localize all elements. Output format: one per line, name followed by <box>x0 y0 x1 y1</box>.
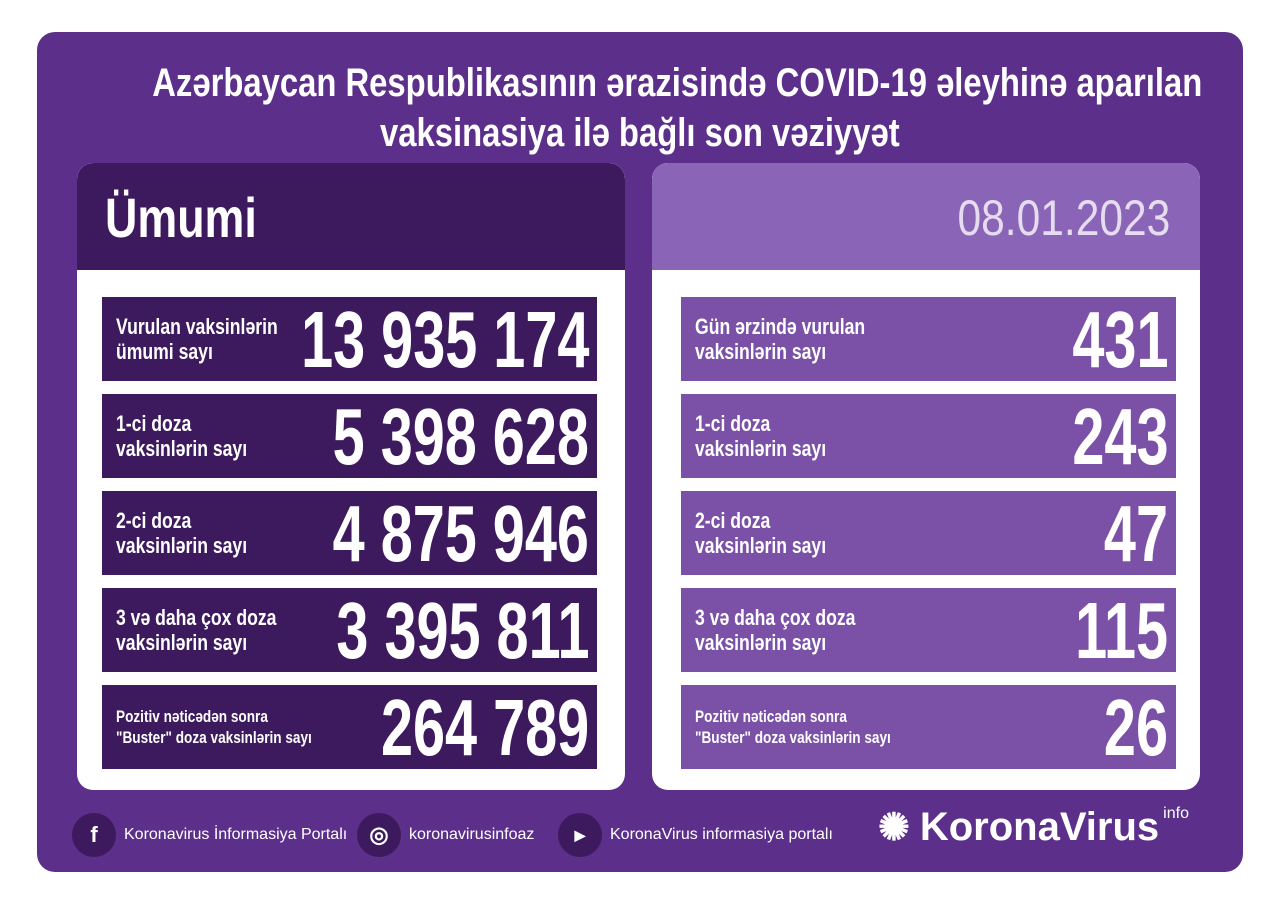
stat-value: 243 <box>1071 392 1168 481</box>
stat-value: 264 789 <box>380 683 589 772</box>
stat-label-line1: 1-ci doza <box>116 411 192 436</box>
stat-value: 3 395 811 <box>335 586 589 675</box>
stat-value: 13 935 174 <box>300 295 589 384</box>
total-header: Ümumi <box>77 163 625 270</box>
stat-label: 2-ci doza vaksinlərin sayı <box>695 508 826 558</box>
instagram-label: koronavirusinfoaz <box>409 826 535 843</box>
logo-sup: info <box>1163 804 1189 822</box>
title-line-2: vaksinasiya ilə bağlı son vəziyyət <box>380 111 900 155</box>
stat-label-line2: "Buster" doza vaksinlərin sayı <box>116 728 312 747</box>
stat-label: Gün ərzində vurulan vaksinlərin sayı <box>695 314 865 364</box>
stat-row: 2-ci doza vaksinlərin sayı 47 <box>681 491 1176 575</box>
stat-row: Pozitiv nəticədən sonra "Buster" doza vak… <box>681 685 1176 769</box>
stat-label: 1-ci doza vaksinlərin sayı <box>116 411 247 461</box>
stat-label-line2: vaksinlərin sayı <box>695 630 827 655</box>
stat-label-line2: vaksinlərin sayı <box>695 533 827 558</box>
total-panel: Ümumi Vurulan vaksinlərin ümumi sayı 13 93… <box>77 163 625 790</box>
youtube-link[interactable]: ▶ KoronaVirus informasiya portalı <box>558 812 833 858</box>
page-title: Azərbaycan Respublikasının ərazisində CO… <box>37 58 1243 158</box>
instagram-icon: ◎ <box>357 813 401 857</box>
stat-label: 3 və daha çox doza vaksinlərin sayı <box>695 605 855 655</box>
stat-value: 4 875 946 <box>332 489 589 578</box>
stat-label-line1: 2-ci doza <box>116 508 192 533</box>
stat-label-line1: 3 və daha çox doza <box>695 605 856 630</box>
facebook-label: Koronavirus İnformasiya Portalı <box>124 826 348 843</box>
stat-label-line1: 3 və daha çox doza <box>116 605 277 630</box>
stat-label-line2: ümumi sayı <box>116 339 213 364</box>
stat-row: 1-ci doza vaksinlərin sayı 243 <box>681 394 1176 478</box>
youtube-icon: ▶ <box>558 813 602 857</box>
stat-row: 3 və daha çox doza vaksinlərin sayı 115 <box>681 588 1176 672</box>
stat-label: Vurulan vaksinlərin ümumi sayı <box>116 314 278 364</box>
stat-label-line2: vaksinlərin sayı <box>116 630 248 655</box>
stat-value: 5 398 628 <box>332 392 589 481</box>
stat-label-line1: Gün ərzində vurulan <box>695 314 866 339</box>
stat-label: Pozitiv nəticədən sonra "Buster" doza vak… <box>695 706 891 748</box>
total-heading: Ümumi <box>105 186 257 249</box>
stat-label-line1: 1-ci doza <box>695 411 771 436</box>
stat-row: Gün ərzində vurulan vaksinlərin sayı 431 <box>681 297 1176 381</box>
koronavirus-logo: ✺ KoronaVirus info <box>878 805 1189 850</box>
stat-value: 26 <box>1103 683 1168 772</box>
stat-value: 115 <box>1075 586 1168 675</box>
stat-label-line2: "Buster" doza vaksinlərin sayı <box>695 728 891 747</box>
stat-label: 3 və daha çox doza vaksinlərin sayı <box>116 605 276 655</box>
stat-label-line2: vaksinlərin sayı <box>116 436 248 461</box>
daily-header: 08.01.2023 <box>652 163 1200 270</box>
stat-row: 1-ci doza vaksinlərin sayı 5 398 628 <box>102 394 597 478</box>
stat-label-line1: Pozitiv nəticədən sonra <box>695 707 847 726</box>
date-label: 08.01.2023 <box>957 190 1170 246</box>
stat-label-line2: vaksinlərin sayı <box>695 436 827 461</box>
daily-panel: 08.01.2023 Gün ərzində vurulan vaksinləri… <box>652 163 1200 790</box>
stat-row: 3 və daha çox doza vaksinlərin sayı 3 395 … <box>102 588 597 672</box>
youtube-label: KoronaVirus informasiya portalı <box>610 826 833 843</box>
stat-label-line1: Pozitiv nəticədən sonra <box>116 707 268 726</box>
stat-label: Pozitiv nəticədən sonra "Buster" doza vak… <box>116 706 312 748</box>
stat-label-line2: vaksinlərin sayı <box>116 533 248 558</box>
stat-label-line2: vaksinlərin sayı <box>695 339 827 364</box>
stat-label: 2-ci doza vaksinlərin sayı <box>116 508 247 558</box>
instagram-link[interactable]: ◎ koronavirusinfoaz <box>357 812 534 858</box>
stat-row: 2-ci doza vaksinlərin sayı 4 875 946 <box>102 491 597 575</box>
stat-value: 47 <box>1103 489 1168 578</box>
stat-label-line1: 2-ci doza <box>695 508 771 533</box>
stat-row: Vurulan vaksinlərin ümumi sayı 13 935 174 <box>102 297 597 381</box>
stat-row: Pozitiv nəticədən sonra "Buster" doza vak… <box>102 685 597 769</box>
facebook-icon: f <box>72 813 116 857</box>
title-line-1: Azərbaycan Respublikasının ərazisində CO… <box>152 61 1203 105</box>
stat-label: 1-ci doza vaksinlərin sayı <box>695 411 826 461</box>
sun-virus-icon: ✺ <box>878 807 910 849</box>
stat-value: 431 <box>1071 295 1168 384</box>
facebook-link[interactable]: f Koronavirus İnformasiya Portalı <box>72 812 347 858</box>
stat-label-line1: Vurulan vaksinlərin <box>116 314 278 339</box>
logo-text: KoronaVirus <box>919 805 1160 849</box>
